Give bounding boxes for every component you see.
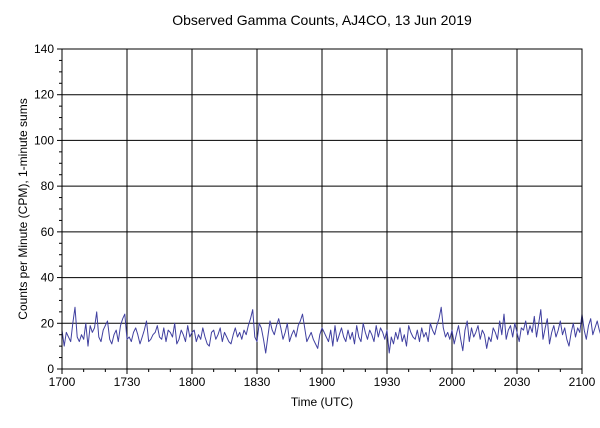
y-tick-label: 60 — [41, 225, 55, 239]
x-axis-label: Time (UTC) — [291, 395, 353, 409]
y-tick-label: 0 — [47, 362, 54, 376]
y-tick-label: 140 — [34, 42, 54, 56]
y-axis-label: Counts per Minute (CPM), 1-minute sums — [16, 98, 30, 319]
chart-title: Observed Gamma Counts, AJ4CO, 13 Jun 201… — [172, 12, 472, 28]
x-tick-label: 1700 — [49, 375, 76, 389]
series-layer — [61, 306, 600, 354]
x-tick-label: 1900 — [309, 375, 336, 389]
x-tick-label: 2030 — [504, 375, 531, 389]
x-tick-label: 1730 — [114, 375, 141, 389]
x-tick-label: 2100 — [569, 375, 596, 389]
series-line-cpm — [61, 306, 600, 354]
y-tick-label: 40 — [41, 271, 55, 285]
x-tick-label: 1800 — [179, 375, 206, 389]
x-tick-label: 2000 — [439, 375, 466, 389]
y-tick-label: 120 — [34, 88, 54, 102]
x-tick-label: 1930 — [374, 375, 401, 389]
grid — [61, 48, 583, 370]
y-tick-label: 20 — [41, 316, 55, 330]
y-axis: 0 20 40 60 80 100 120 140 — [34, 42, 62, 376]
y-tick-label: 80 — [41, 179, 55, 193]
y-tick-label: 100 — [34, 133, 54, 147]
x-tick-label: 1830 — [244, 375, 271, 389]
x-axis: 1700 1730 1800 1830 1900 1930 2000 2030 2100 — [49, 369, 596, 389]
